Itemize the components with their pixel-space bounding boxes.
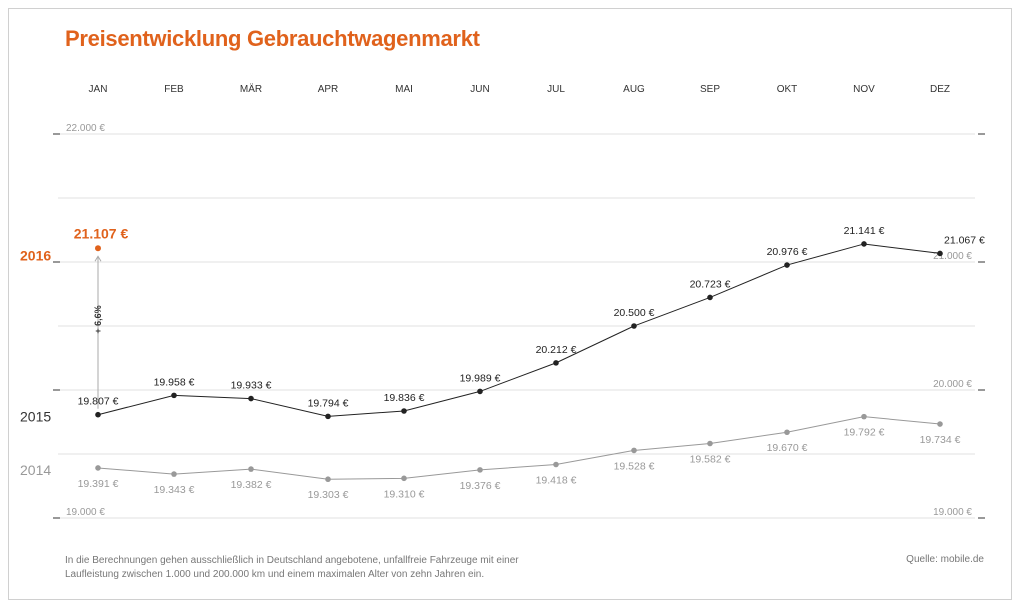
data-point-2015 — [861, 241, 867, 247]
data-point-2014 — [861, 413, 867, 420]
change-arrow-head — [94, 255, 102, 262]
data-label-2015: 21.141 € — [844, 225, 885, 237]
data-label-2014: 19.343 € — [154, 484, 195, 496]
series-line-2015 — [97, 243, 941, 417]
chart-footnote: In die Berechnungen gehen ausschließlich… — [65, 555, 519, 580]
data-point-2014 — [95, 465, 101, 471]
y-tick-label-right: 19.000 € — [933, 507, 972, 518]
month-label: FEB — [164, 84, 184, 95]
data-point-2015 — [631, 323, 637, 329]
source-credit: Quelle: mobile.de — [906, 554, 984, 565]
change-percent-label: + 6,6% — [93, 305, 103, 333]
month-label: APR — [318, 84, 339, 95]
data-point-2015 — [248, 395, 254, 402]
y-tick-label-right: 21.000 € — [933, 251, 972, 262]
series-label-2016: 2016 — [20, 247, 51, 263]
data-point-2016 — [95, 245, 101, 252]
data-label-2014: 19.528 € — [614, 460, 655, 472]
data-point-2014 — [477, 467, 483, 473]
data-point-2014 — [553, 461, 559, 468]
month-label: DEZ — [930, 84, 950, 95]
y-tick-label-left: 22.000 € — [66, 123, 105, 134]
data-label-2015: 20.723 € — [690, 278, 731, 290]
data-point-2015 — [784, 262, 790, 268]
data-label-2015: 20.500 € — [614, 307, 655, 319]
data-point-2015 — [95, 411, 101, 418]
data-label-2015: 20.212 € — [536, 344, 577, 356]
series-line-2014 — [97, 416, 941, 480]
data-point-2014 — [325, 476, 331, 483]
data-point-2015 — [477, 388, 483, 395]
data-label-2014: 19.382 € — [231, 479, 272, 491]
data-label-2015: 19.836 € — [384, 392, 425, 404]
data-label-2016: 21.107 € — [74, 225, 129, 241]
data-label-2014: 19.670 € — [767, 442, 808, 454]
data-point-2015 — [553, 360, 559, 366]
data-label-2015: 19.794 € — [308, 397, 349, 409]
data-point-2015 — [937, 250, 943, 257]
data-label-2014: 19.391 € — [78, 478, 119, 490]
y-tick-label-right: 20.000 € — [933, 379, 972, 390]
data-point-2014 — [171, 471, 177, 477]
month-label: JUL — [547, 84, 565, 95]
month-label: JUN — [470, 84, 489, 95]
data-label-2015: 19.933 € — [231, 380, 272, 392]
month-label: AUG — [623, 84, 645, 95]
data-point-2015 — [401, 408, 407, 414]
data-label-2015: 19.989 € — [460, 372, 501, 384]
data-point-2014 — [937, 421, 943, 427]
month-label: MÄR — [240, 83, 262, 95]
data-label-2014: 19.792 € — [844, 427, 885, 439]
data-label-2015: 19.958 € — [154, 376, 195, 388]
chart-title: Preisentwicklung Gebrauchtwagenmarkt — [65, 26, 480, 51]
data-point-2015 — [325, 413, 331, 420]
data-point-2014 — [784, 429, 790, 436]
month-label: MAI — [395, 84, 413, 95]
data-point-2014 — [631, 447, 637, 454]
data-point-2014 — [248, 466, 254, 472]
series-label-2014: 2014 — [20, 462, 51, 478]
data-label-2014: 19.303 € — [308, 489, 349, 501]
y-tick-label-left: 19.000 € — [66, 507, 105, 518]
data-point-2015 — [171, 392, 177, 399]
data-label-2015: 20.976 € — [767, 246, 808, 258]
data-label-2015: 21.067 € — [944, 234, 985, 246]
chart-frame — [8, 8, 1012, 600]
month-label: JAN — [89, 84, 108, 95]
data-label-2014: 19.734 € — [920, 434, 961, 446]
data-label-2014: 19.310 € — [384, 488, 425, 500]
data-label-2014: 19.418 € — [536, 474, 577, 486]
month-label: SEP — [700, 84, 720, 95]
data-point-2014 — [401, 475, 407, 482]
series-label-2015: 2015 — [20, 409, 51, 425]
month-label: NOV — [853, 84, 875, 95]
data-point-2015 — [707, 294, 713, 301]
data-label-2014: 19.376 € — [460, 480, 501, 492]
data-point-2014 — [707, 440, 713, 447]
month-label: OKT — [777, 84, 798, 95]
data-label-2014: 19.582 € — [690, 454, 731, 466]
